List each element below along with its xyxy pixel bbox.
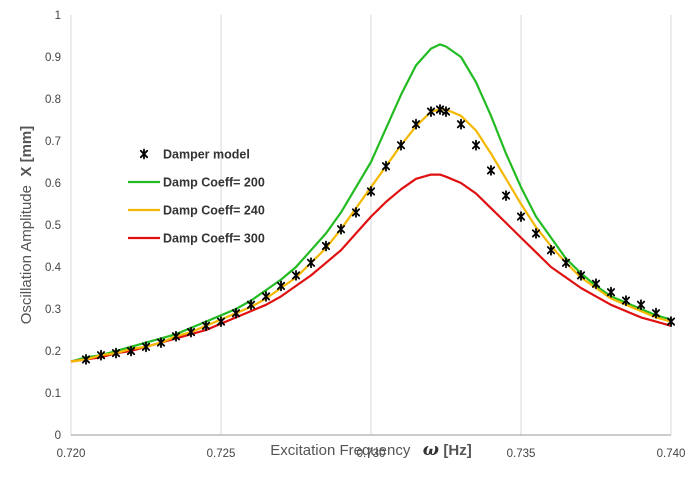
damper-model-marker (435, 104, 445, 115)
damper-model-marker (126, 345, 136, 357)
legend-item-damper-model: Damper model (139, 148, 250, 162)
y-tick-label: 0.9 (45, 52, 61, 64)
x-tick-label: 0.720 (57, 448, 86, 460)
damper-model-marker (426, 106, 436, 117)
damper-model-marker (381, 160, 391, 172)
damper-model-marker (366, 185, 376, 197)
damper-model-marker (201, 320, 211, 332)
legend-label: Damp Coeff= 300 (163, 232, 265, 246)
y-tick-label: 1 (55, 10, 61, 22)
y-tick-label: 0.3 (45, 304, 61, 316)
damper-model-marker (141, 341, 151, 353)
y-tick-label: 0.1 (45, 388, 61, 400)
plot-series (70, 43, 676, 365)
damper-model-marker (516, 211, 526, 223)
damper-model-marker (501, 190, 511, 202)
damper-model-marker (276, 280, 286, 292)
damper-model-marker (486, 164, 496, 176)
legend-label: Damp Coeff= 240 (163, 204, 265, 218)
damper-model-marker (321, 240, 331, 252)
damper-model-marker (171, 330, 181, 342)
legend-label: Damper model (163, 148, 250, 162)
legend-item-damp-coeff-200: Damp Coeff= 200 (128, 176, 265, 190)
legend-item-damp-coeff-240: Damp Coeff= 240 (128, 204, 265, 218)
damper-model-marker (636, 299, 646, 311)
damper-model-marker (246, 299, 256, 311)
damper-model-marker (111, 347, 121, 359)
x-axis-title: Excitation Frequency ω [Hz] (270, 440, 472, 460)
damper-model-marker (546, 244, 556, 256)
damper-model-marker (396, 139, 406, 151)
damper-model-marker (306, 257, 316, 269)
x-axis-title-symbol: ω (423, 440, 439, 460)
legend-label: Damp Coeff= 200 (163, 176, 265, 190)
legend-item-damp-coeff-300: Damp Coeff= 300 (128, 232, 265, 246)
damper-model-marker (216, 316, 226, 328)
damper-model-marker (411, 118, 421, 130)
damper-model-marker (336, 223, 346, 235)
y-tick-label: 0.4 (45, 262, 62, 274)
x-tick-label: 0.740 (657, 448, 686, 460)
damper-model-marker (471, 139, 481, 151)
damper-model-marker (291, 269, 301, 281)
y-axis-title: Oscillation Amplitude X [mm] (18, 126, 35, 325)
legend: Damper model Damp Coeff= 200 Damp Coeff= 2… (128, 148, 265, 246)
x-tick-label: 0.730 (357, 448, 386, 460)
damper-model-marker (231, 307, 241, 319)
damper-model-marker (351, 206, 361, 218)
damper-model-marker (531, 227, 541, 239)
damper-model-marker (96, 349, 106, 361)
damper-model-marker (456, 118, 466, 130)
damper-model-marker (606, 286, 616, 298)
damper-model-marker (261, 290, 271, 302)
damper-model-marker (651, 307, 661, 319)
damper-model-marker (591, 278, 601, 290)
y-tick-labels: 0 0.1 0.2 0.3 0.4 0.5 0.6 0.7 0.8 0.9 1 (45, 10, 62, 442)
damper-model-marker (666, 316, 676, 328)
x-tick-label: 0.725 (207, 448, 236, 460)
legend-symbol-marker (139, 148, 149, 160)
damper-model-marker (156, 337, 166, 349)
x-axis-title-unit: [Hz] (443, 442, 471, 459)
damper-model-marker (441, 106, 451, 117)
damper-model-marker (186, 326, 196, 338)
y-tick-label: 0.6 (45, 178, 61, 190)
y-axis-title-text: Oscillation Amplitude (18, 185, 35, 324)
x-axis-title-text: Excitation Frequency (270, 442, 411, 459)
damper-model-marker (621, 295, 631, 307)
damper-model-marker (561, 257, 571, 269)
y-axis-title-symbol: X [mm] (18, 126, 35, 177)
y-tick-label: 0 (55, 430, 61, 442)
y-tick-label: 0.5 (45, 220, 61, 232)
grid (70, 15, 672, 435)
x-tick-labels: 0.720 0.725 0.730 0.735 0.740 (57, 448, 686, 460)
y-tick-label: 0.2 (45, 346, 61, 358)
damper-model-marker (576, 269, 586, 281)
damper-model-marker (81, 353, 91, 365)
y-tick-label: 0.7 (45, 136, 61, 148)
x-tick-label: 0.735 (507, 448, 536, 460)
y-tick-label: 0.8 (45, 94, 61, 106)
